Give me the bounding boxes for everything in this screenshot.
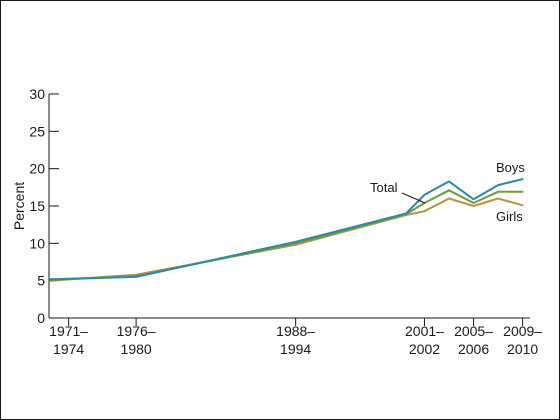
y-tick-label: 30: [29, 86, 45, 102]
total-leader-line: [401, 192, 426, 204]
y-tick-label: 20: [29, 161, 45, 177]
x-tick-label: 1976–: [117, 323, 156, 339]
x-tick-label: 1980: [121, 341, 152, 357]
x-tick-label: 2002: [409, 341, 440, 357]
y-tick-label: 10: [29, 235, 45, 251]
series-label-girls: Girls: [496, 209, 523, 224]
x-tick-label: 2005–: [454, 323, 493, 339]
x-tick-label: 1971–: [49, 323, 88, 339]
y-tick-label: 25: [29, 123, 45, 139]
x-tick-label: 2009–: [503, 323, 542, 339]
series-lines: [49, 178, 524, 282]
x-tick-label: 1988–: [276, 323, 315, 339]
y-axis: 0 5 10 15 20 25 30: [29, 86, 59, 326]
x-tick-label: 1974: [53, 341, 84, 357]
x-tick-label: 2010: [507, 341, 538, 357]
series-line-total: [49, 189, 524, 281]
series-line-boys: [49, 178, 524, 281]
series-label-total: Total: [370, 180, 398, 195]
series-label-boys: Boys: [496, 160, 525, 175]
y-axis-title: Percent: [11, 182, 27, 230]
x-tick-label: 2001–: [405, 323, 444, 339]
x-axis: 1971– 1974 1976– 1980 1988– 1994 2001– 2002 2005…: [49, 317, 542, 357]
series-line-girls: [49, 197, 524, 282]
series-labels: Boys Total Girls: [370, 160, 525, 224]
x-tick-label: 1994: [280, 341, 311, 357]
y-tick-label: 5: [37, 273, 45, 289]
y-tick-label: 15: [29, 198, 45, 214]
y-tick-label: 0: [37, 310, 45, 326]
x-tick-label: 2006: [458, 341, 489, 357]
